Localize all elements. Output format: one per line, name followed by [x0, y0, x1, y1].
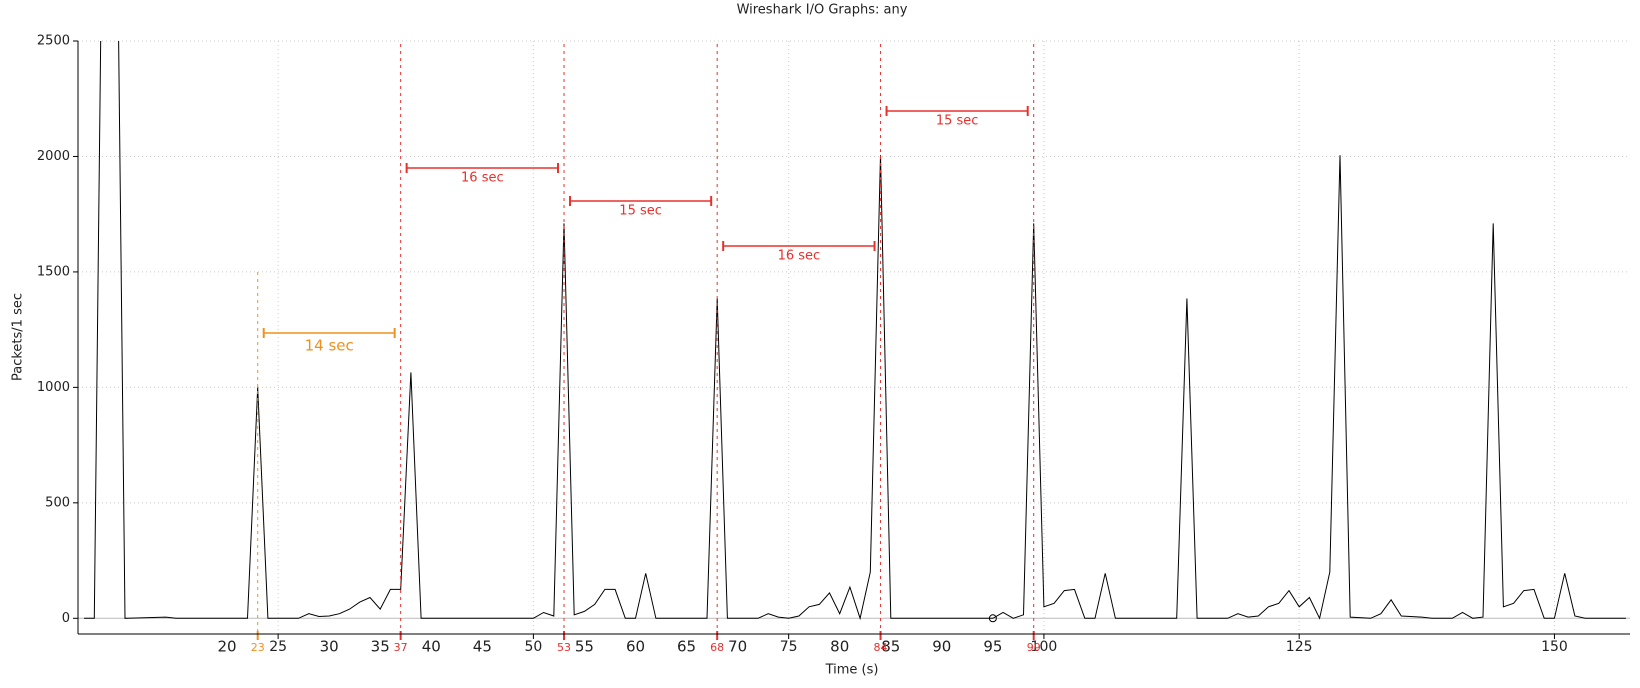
handwritten-tick-label: 80	[830, 638, 849, 656]
handwritten-tick-label: 95	[983, 638, 1002, 656]
marker-label: 53	[557, 641, 571, 654]
marker-label: 23	[251, 641, 265, 654]
interval-label: 16 sec	[778, 249, 821, 264]
y-tick-label: 500	[45, 495, 70, 510]
marker-label: 68	[710, 641, 724, 654]
interval-label: 16 sec	[461, 171, 504, 186]
x-tick-label: 125	[1286, 639, 1313, 655]
x-tick-label: 75	[780, 639, 798, 655]
handwritten-tick-label: 45	[473, 638, 492, 656]
x-tick-label: 25	[269, 639, 287, 655]
x-tick-label: 100	[1031, 639, 1058, 655]
cursor-marker	[988, 614, 997, 623]
handwritten-tick-label: 40	[422, 638, 441, 656]
handwritten-tick-label: 90	[932, 638, 951, 656]
marker-label: 84	[874, 641, 888, 654]
chart-title: Wireshark I/O Graphs: any	[737, 3, 908, 18]
marker-label: 37	[394, 641, 408, 654]
handwritten-tick-label: 70	[728, 638, 747, 656]
handwritten-tick-label: 55	[575, 638, 594, 656]
x-tick-label: 150	[1541, 639, 1568, 655]
interval-label: 15 sec	[619, 204, 662, 219]
series-line	[84, 41, 1626, 621]
y-tick-label: 0	[62, 611, 70, 626]
y-axis-label: Packets/1 sec	[11, 293, 26, 381]
y-tick-label: 1000	[37, 380, 70, 395]
handwritten-tick-label: 35	[371, 638, 390, 656]
handwritten-tick-label: 30	[320, 638, 339, 656]
y-tick-label: 2500	[37, 34, 70, 49]
plot-area	[84, 41, 1626, 621]
annotations: 23 37 53 68 84 99 14 sec 16 sec 15 sec 16 sec 15 s…	[251, 44, 1041, 654]
interval-label: 15 sec	[936, 114, 979, 129]
handwritten-tick-label: 65	[677, 638, 696, 656]
handwritten-tick-label: 60	[626, 638, 645, 656]
x-axis-label: Time (s)	[825, 663, 879, 678]
interval-label: 14 sec	[305, 337, 354, 355]
y-tick-label: 2000	[37, 149, 70, 164]
marker-label: 99	[1027, 641, 1041, 654]
y-tick-label: 1500	[37, 264, 70, 279]
handwritten-tick-label: 85	[881, 638, 900, 656]
handwritten-tick-label: 20	[218, 638, 237, 656]
x-tick-label: 50	[524, 639, 542, 655]
